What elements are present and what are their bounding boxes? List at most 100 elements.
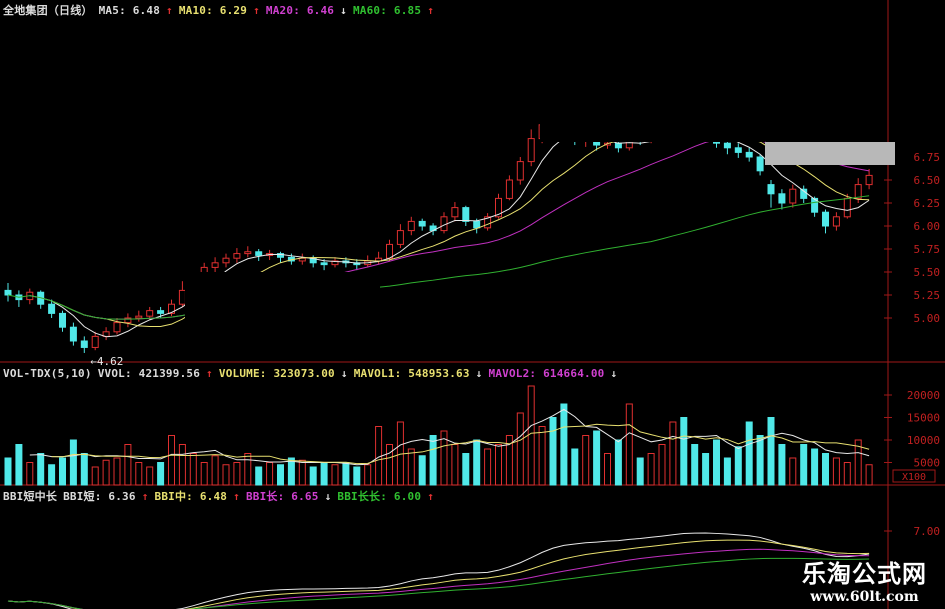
- candle-body: [211, 262, 219, 268]
- volume-tick-label: 10000: [907, 434, 940, 447]
- volume-bar: [222, 464, 230, 486]
- volume-bar: [233, 462, 241, 486]
- volume-bar: [505, 435, 513, 486]
- candle-body: [451, 207, 459, 218]
- candle-body: [69, 326, 77, 342]
- volume-bar: [865, 464, 873, 486]
- highlight-box: [765, 142, 895, 165]
- volume-bar: [37, 453, 45, 486]
- candle-body: [495, 197, 502, 218]
- volume-bar: [822, 453, 829, 486]
- volume-bar: [516, 412, 524, 486]
- volume-bar: [26, 462, 34, 486]
- bbi-header: BBI短中长 BBI短: 6.36 ↑ BBI中: 6.48 ↑ BBI长: 6.65 ↓ B…: [3, 488, 440, 504]
- volume-bar: [255, 466, 263, 486]
- candle-body: [778, 193, 786, 204]
- bbi-short-value: BBI短: 6.36: [63, 490, 136, 503]
- price-header: 全地集团（日线） MA5: 6.48 ↑ MA10: 6.29 ↑ MA20: 6.46 ↓…: [3, 2, 440, 18]
- candle-body: [745, 151, 753, 158]
- volume-bar: [636, 457, 644, 486]
- watermark-name: 乐淘公式网: [802, 560, 927, 588]
- volume-bar: [309, 466, 317, 486]
- volume-bar: [135, 462, 143, 486]
- candle-body: [407, 220, 415, 232]
- mavol1-line: [29, 408, 870, 466]
- volume-bar: [495, 444, 502, 486]
- volume-bar: [364, 464, 372, 486]
- volume-bar: [756, 435, 764, 486]
- mavol2-arrow-icon: ↓: [610, 367, 618, 380]
- candle-body: [462, 207, 470, 222]
- volume-bar: [538, 426, 546, 486]
- volume-bar: [386, 444, 393, 486]
- ma60-value: MA60: 6.85: [352, 4, 422, 17]
- candle-body: [244, 251, 252, 255]
- ma10-arrow-icon: ↑: [253, 4, 260, 17]
- low-price-annotation: ←4.62: [90, 355, 123, 368]
- candle-body: [168, 303, 175, 314]
- volume-bar: [854, 439, 862, 486]
- ma20-arrow-icon: ↓: [340, 4, 347, 17]
- candle-body: [832, 216, 840, 227]
- volume-bar: [767, 417, 775, 486]
- volume-bar: [200, 462, 208, 486]
- bbi-long-value: BBI长: 6.65: [245, 490, 319, 503]
- volume-bar: [451, 444, 459, 486]
- masked-region: [540, 16, 765, 142]
- volume-bar: [843, 462, 851, 486]
- candle-body: [135, 315, 143, 319]
- volume-bar: [734, 446, 742, 486]
- volume-bar: [658, 444, 666, 486]
- ma5-value: MA5: 6.48: [98, 4, 161, 17]
- volume-bar: [342, 462, 350, 486]
- mavol1-arrow-icon: ↓: [475, 367, 483, 380]
- volume-bar: [189, 453, 197, 486]
- volume-bar: [484, 448, 492, 486]
- volume-bar: [353, 466, 361, 486]
- candle-body: [48, 303, 56, 314]
- price-tick-label: 5.25: [914, 289, 941, 302]
- volume-bar: [91, 466, 99, 486]
- volume-bar: [277, 464, 284, 486]
- volume-bar: [287, 457, 295, 486]
- volume-bar: [571, 448, 579, 486]
- candle-body: [233, 253, 241, 259]
- volume-bar: [549, 417, 557, 486]
- candle-body: [4, 289, 12, 296]
- mavol2-line: [51, 423, 870, 465]
- candle-body: [505, 179, 513, 199]
- volume-bar: [102, 459, 110, 486]
- price-tick-label: 5.00: [914, 312, 941, 325]
- volume-bar: [702, 453, 710, 486]
- volume-bar: [527, 385, 535, 486]
- candle-body: [255, 251, 263, 256]
- bbi-long-arrow-icon: ↓: [324, 490, 332, 503]
- candle-body: [484, 216, 492, 229]
- candle-body: [59, 312, 66, 328]
- volume-tick-label: 5000: [914, 457, 941, 470]
- price-tick-label: 6.00: [914, 220, 941, 233]
- candle-body: [178, 289, 186, 305]
- volume-bar: [331, 464, 339, 486]
- volume-bar: [124, 444, 132, 486]
- volume-bar: [713, 439, 720, 486]
- watermark-url: www.60lt.com: [810, 589, 919, 605]
- price-tick-label: 5.50: [914, 266, 941, 279]
- volume-bar: [178, 444, 186, 486]
- volume-bar: [375, 426, 383, 486]
- candle-body: [91, 335, 99, 348]
- stock-title: 全地集团（日线）: [3, 4, 93, 17]
- volume-bar: [723, 457, 731, 486]
- volume-bar: [168, 435, 175, 486]
- candle-body: [614, 142, 622, 149]
- volume-bar: [560, 403, 568, 486]
- volume-bar: [298, 459, 306, 486]
- bbi-short-line: [7, 532, 870, 609]
- volume-bar: [146, 466, 154, 486]
- bbi-longlong-arrow-icon: ↑: [427, 490, 435, 503]
- candle-body: [843, 197, 851, 218]
- vvol-value: VVOL: 421399.56: [97, 367, 201, 380]
- watermark: 乐淘公式网 www.60lt.com: [802, 554, 927, 605]
